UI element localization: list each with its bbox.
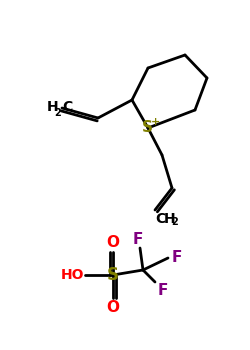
Text: +: + <box>152 117 160 127</box>
Text: C: C <box>155 212 165 226</box>
Text: F: F <box>172 250 182 265</box>
Text: H: H <box>164 212 175 226</box>
Text: F: F <box>133 232 143 247</box>
Text: HO: HO <box>60 268 84 282</box>
Text: O: O <box>106 300 120 315</box>
Text: 2: 2 <box>54 108 61 118</box>
Text: H: H <box>46 100 58 114</box>
Text: 2: 2 <box>171 217 178 227</box>
Text: S: S <box>107 266 119 284</box>
Text: F: F <box>158 283 168 298</box>
Text: S: S <box>142 120 152 135</box>
Text: O: O <box>106 235 120 250</box>
Text: C: C <box>62 100 72 114</box>
